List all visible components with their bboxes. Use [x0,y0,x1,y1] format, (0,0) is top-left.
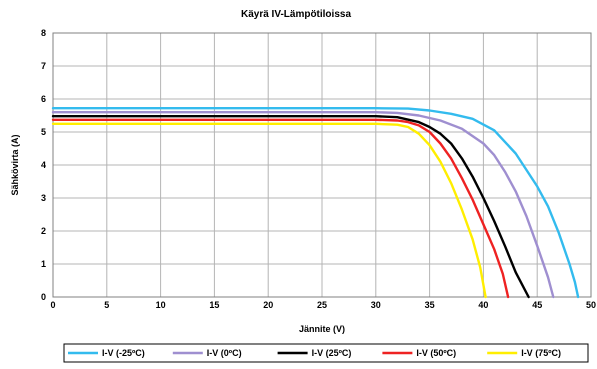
y-tick-label: 6 [41,94,46,104]
plot-border [52,32,592,298]
y-tick-label: 3 [41,193,46,203]
series-line [51,122,487,299]
y-tick-label: 4 [41,160,46,170]
y-tick-label: 5 [41,127,46,137]
y-tick-label: 7 [41,61,46,71]
y-tick-label: 1 [41,259,46,269]
series-line [51,118,510,299]
y-tick-label: 2 [41,226,46,236]
x-tick-label: 10 [156,300,166,310]
x-tick-label: 0 [50,300,55,310]
legend-label: I-V (25ºC) [312,348,352,358]
legend-label: I-V (50ºC) [416,348,456,358]
chart-title: Käyrä IV-Lämpötiloissa [241,9,351,20]
y-tick-label: 0 [41,292,46,302]
x-tick-label: 40 [478,300,488,310]
legend-box [63,343,589,363]
series-line [51,106,580,299]
series-line [51,110,555,299]
x-tick-label: 20 [263,300,273,310]
legend-label: I-V (75ºC) [521,348,561,358]
legend: I-V (-25ºC) I-V (0ºC) I-V (25ºC) I-V (50ºC)… [63,343,589,363]
x-tick-label: 50 [586,300,596,310]
legend-label: I-V (-25ºC) [102,348,145,358]
x-axis-label: Jännite (V) [299,324,345,334]
x-tick-label: 30 [371,300,381,310]
x-tick-label: 35 [425,300,435,310]
series-line [51,114,530,299]
legend-label: I-V (0ºC) [207,348,242,358]
y-axis-label: Sähkövirta (A) [10,134,20,195]
x-tick-label: 25 [317,300,327,310]
x-tick-label: 45 [532,300,542,310]
x-tick-label: 5 [104,300,109,310]
x-tick-label: 15 [209,300,219,310]
y-tick-label: 8 [41,28,46,38]
